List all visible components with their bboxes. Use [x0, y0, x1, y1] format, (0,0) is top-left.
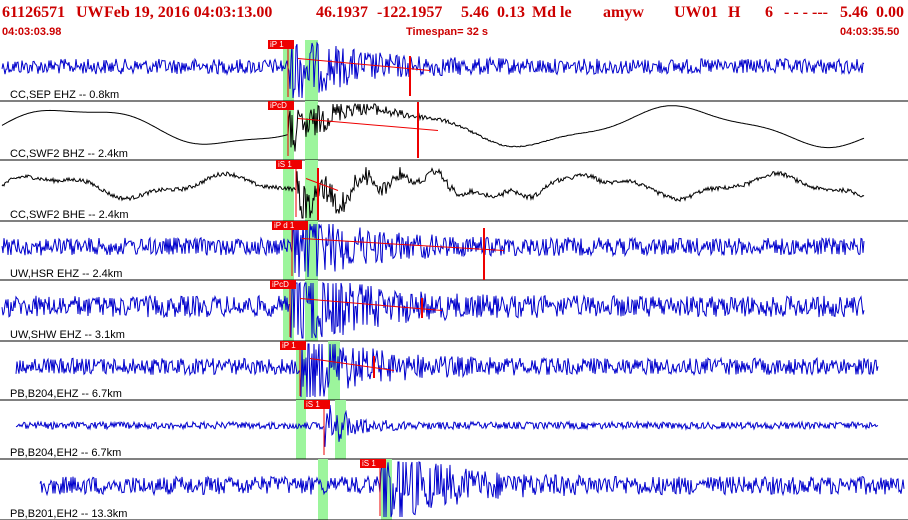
- pick-flag: [280, 341, 306, 350]
- waveform: [39, 461, 905, 518]
- pick-label: iS 1: [306, 400, 320, 409]
- event-depth: 5.46: [840, 4, 868, 21]
- pick-label: iP 1: [270, 40, 284, 49]
- event-id: 61126571: [2, 4, 66, 21]
- waveform: [15, 405, 879, 447]
- event-dashes: - - - ---: [784, 4, 828, 21]
- pick-window-s: [305, 40, 318, 101]
- pick-label: iPcD: [270, 101, 287, 110]
- event-type: le: [560, 4, 572, 21]
- channel-label: UW,HSR EHZ -- 2.4km: [10, 268, 122, 280]
- pick-flag: [276, 160, 302, 169]
- pick-label: iS 1: [362, 459, 376, 468]
- event-lon: -122.1957: [377, 4, 443, 21]
- waveform: [1, 281, 865, 339]
- event-mag-type: Md: [532, 4, 556, 21]
- event-magnitude: 5.46: [461, 4, 489, 21]
- window-end-time: 04:03:35.50: [840, 26, 900, 38]
- pick-window-s: [305, 160, 318, 221]
- channel-label: CC,SWF2 BHE -- 2.4km: [10, 209, 129, 221]
- event-datetime: Feb 19, 2016 04:03:13.00: [104, 4, 273, 21]
- pick-label: iP 1: [282, 341, 296, 350]
- pick-label: iPcD: [272, 280, 289, 289]
- channel-label: CC,SEP EHZ -- 0.8km: [10, 89, 119, 101]
- event-lat: 46.1937: [316, 4, 368, 21]
- coda-line: [305, 178, 339, 191]
- timespan: Timespan= 32 s: [406, 26, 489, 38]
- coda-line: [297, 118, 439, 131]
- channel-label: CC,SWF2 BHZ -- 2.4km: [10, 148, 128, 160]
- event-analyst: amyw: [603, 4, 644, 21]
- pick-flag: [270, 280, 296, 289]
- pick-label: iP d 1: [274, 221, 295, 230]
- event-quality: H: [728, 4, 741, 21]
- event-network: UW: [76, 4, 104, 21]
- waveform: [1, 41, 865, 99]
- pick-window-p: [296, 400, 306, 459]
- coda-line: [309, 358, 395, 371]
- event-source: UW: [674, 4, 702, 21]
- pick-label: iS 1: [278, 160, 292, 169]
- coda-line: [299, 298, 443, 311]
- window-start-time: 04:03:03.98: [2, 26, 62, 38]
- waveform: [1, 167, 865, 219]
- waveform: [1, 102, 865, 152]
- event-residual: 0.13: [497, 4, 525, 21]
- waveform: [1, 223, 865, 278]
- pick-window-s: [335, 400, 346, 459]
- pick-window-p: [283, 160, 294, 221]
- pick-flag: [360, 459, 386, 468]
- channel-label: UW,SHW EHZ -- 3.1km: [10, 329, 125, 341]
- pick-flag: [272, 221, 308, 230]
- channel-label: PB,B201,EH2 -- 13.3km: [10, 508, 127, 520]
- waveform: [15, 343, 879, 398]
- coda-line: [301, 238, 505, 251]
- event-version: 01: [702, 4, 718, 21]
- channel-label: PB,B204,EHZ -- 6.7km: [10, 388, 122, 400]
- pick-flag: [304, 400, 330, 409]
- event-trailing: 0.00: [876, 4, 904, 21]
- pick-flag: [268, 40, 294, 49]
- pick-flag: [268, 101, 294, 110]
- channel-label: PB,B204,EH2 -- 6.7km: [10, 447, 121, 459]
- event-header: 61126571 UW Feb 19, 2016 04:03:13.00 46.…: [0, 0, 908, 40]
- pick-window-p: [283, 221, 294, 280]
- coda-line: [297, 58, 431, 71]
- event-num-phases: 6: [765, 4, 773, 21]
